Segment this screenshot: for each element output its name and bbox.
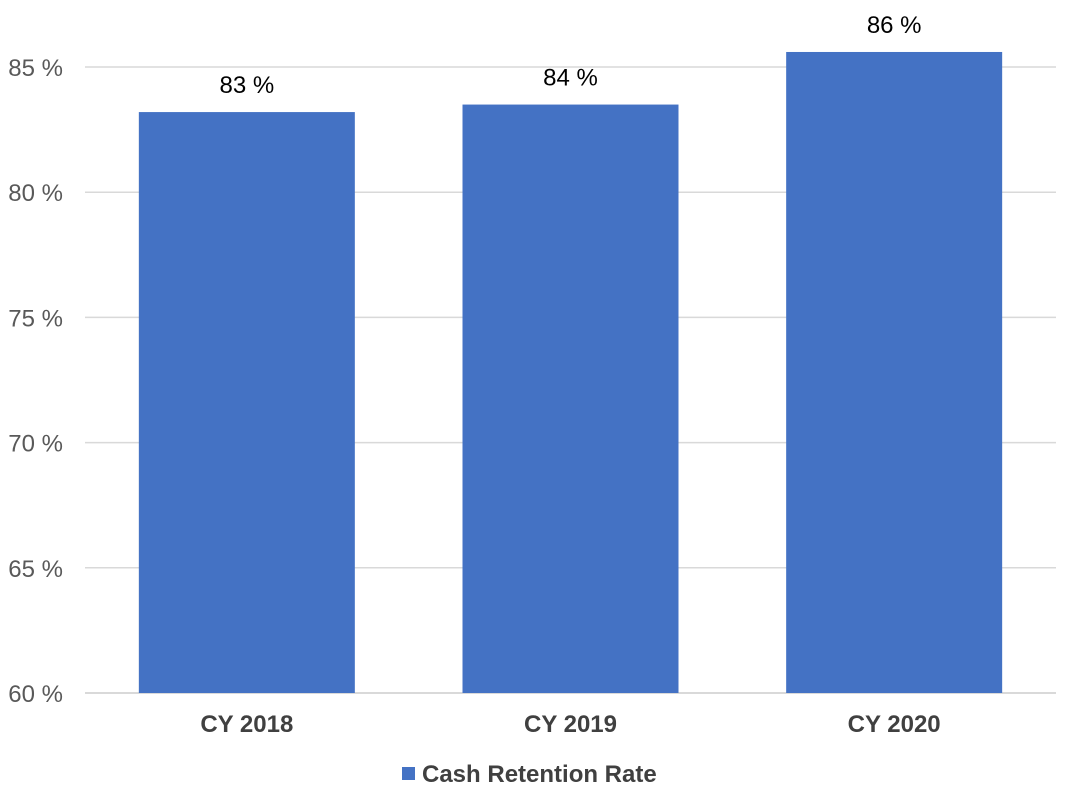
x-tick-label: CY 2018: [200, 711, 293, 738]
bar: [462, 104, 679, 693]
bars: [138, 51, 1003, 693]
legend: Cash Retention Rate: [402, 761, 657, 788]
y-tick-label: 75 %: [8, 305, 63, 332]
y-tick-label: 85 %: [8, 55, 63, 82]
y-tick-label: 60 %: [8, 681, 63, 708]
y-axis-ticks: 60 % 65 % 70 % 75 % 80 % 85 %: [8, 55, 63, 708]
watermark: 知乎 @纪景姝 Olivia: [787, 735, 1052, 768]
x-axis-ticks: CY 2018 CY 2019 CY 2020: [200, 711, 940, 738]
data-label: 86 %: [867, 12, 922, 39]
bar: [138, 112, 355, 693]
y-tick-label: 80 %: [8, 180, 63, 207]
legend-label: Cash Retention Rate: [422, 761, 657, 788]
data-label: 84 %: [543, 65, 598, 92]
x-tick-label: CY 2020: [848, 711, 941, 738]
y-tick-label: 70 %: [8, 431, 63, 458]
legend-swatch: [402, 767, 415, 780]
x-tick-label: CY 2019: [524, 711, 617, 738]
data-labels: 83 % 84 % 86 %: [219, 12, 921, 99]
data-label: 83 %: [219, 72, 274, 99]
y-tick-label: 65 %: [8, 556, 63, 583]
bar: [786, 51, 1003, 693]
